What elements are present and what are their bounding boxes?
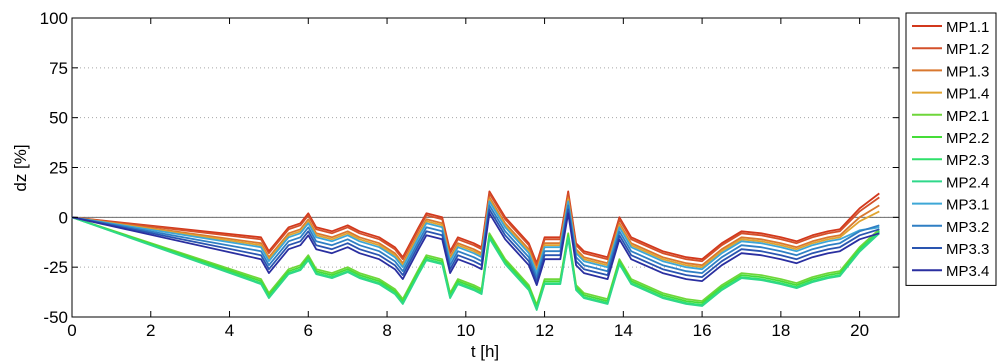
y-tick-label: 100 [40, 9, 68, 28]
series-line-MP1-2 [71, 192, 880, 267]
legend-label: MP3.3 [946, 241, 989, 258]
x-tick-label: 20 [850, 321, 869, 340]
y-tick-label: 0 [59, 208, 68, 227]
x-tick-label: 16 [693, 321, 712, 340]
series-line-MP1-1 [71, 190, 880, 265]
y-tick-label: -25 [43, 258, 68, 277]
x-tick-label: 4 [225, 321, 234, 340]
x-tick-label: 6 [304, 321, 313, 340]
series-line-MP3-2 [71, 204, 880, 279]
y-tick-label: 25 [49, 159, 68, 178]
series-line-MP3-4 [71, 212, 880, 287]
legend-label: MP2.2 [946, 130, 989, 147]
x-tick-label: 2 [146, 321, 155, 340]
legend-label: MP3.1 [946, 197, 989, 214]
x-tick-label: 10 [456, 321, 475, 340]
series-line-MP2-1 [71, 216, 880, 306]
series-line-MP1-4 [71, 198, 880, 273]
y-tick-label: 50 [49, 109, 68, 128]
legend-label: MP3.4 [946, 263, 989, 280]
legend-label: MP1.4 [946, 86, 989, 103]
series-line-MP1-3 [71, 196, 880, 271]
axes: -50 -25 0 25 50 75 100 0 2 4 6 8 10 12 14 16 18 20 [40, 9, 899, 340]
y-tick-label: 75 [49, 59, 68, 78]
legend-label: MP1.1 [946, 19, 989, 36]
legend-label: MP2.1 [946, 108, 989, 125]
x-tick-label: 12 [535, 321, 554, 340]
series-line-MP2-4 [71, 216, 880, 311]
legend-label: MP1.3 [946, 63, 989, 80]
x-axis-label: t [h] [471, 342, 499, 361]
x-tick-label: 18 [771, 321, 790, 340]
series-line-MP2-2 [71, 216, 880, 308]
legend: MP1.1 MP1.2 MP1.3 MP1.4 MP2.1 MP2.2 MP2.3 MP2.4… [905, 12, 997, 286]
y-tick-label: -50 [43, 308, 68, 327]
series-line-MP3-1 [71, 200, 880, 275]
legend-label: MP2.3 [946, 152, 989, 169]
legend-label: MP1.2 [946, 41, 989, 58]
x-tick-label: 14 [614, 321, 633, 340]
legend-label: MP3.2 [946, 219, 989, 236]
x-tick-label: 8 [382, 321, 391, 340]
x-tick-label: 0 [67, 321, 76, 340]
y-axis-label: dz [%] [11, 144, 30, 191]
series-line-MP3-3 [71, 208, 880, 283]
legend-label: MP2.4 [946, 174, 989, 191]
legend-box [905, 12, 997, 286]
series-layer [71, 190, 880, 311]
